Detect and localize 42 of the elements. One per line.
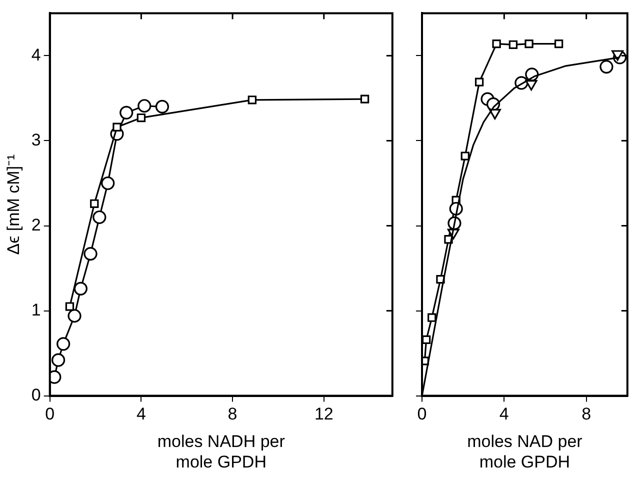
point: [508, 40, 518, 49]
point: [92, 210, 106, 224]
point: [600, 60, 614, 74]
point: [136, 113, 146, 122]
point: [155, 100, 170, 114]
point: [74, 282, 88, 296]
x-tick-label: 12: [314, 404, 334, 424]
y-tick-label: 3: [31, 130, 41, 150]
x-tick-label: 4: [499, 404, 509, 424]
x-axis-title: moles NAD per mole GPDH: [467, 432, 583, 472]
point: [428, 313, 436, 322]
x-tick-label: 4: [136, 404, 146, 424]
point: [612, 50, 624, 61]
point: [56, 337, 70, 351]
y-tick-label: 0: [31, 385, 41, 404]
point: [554, 39, 564, 48]
x-tick-label: 8: [228, 404, 238, 424]
y-axis-title: Δϵ [mM cM]⁻¹: [4, 154, 23, 255]
point: [524, 39, 534, 48]
y-tick-label: 2: [31, 215, 41, 234]
point: [474, 78, 484, 86]
x-tick-label: 0: [45, 404, 55, 424]
point: [65, 302, 74, 311]
point: [248, 96, 257, 104]
point: [360, 94, 370, 104]
point: [120, 106, 134, 120]
x-tick-label: 0: [417, 404, 427, 424]
point: [84, 247, 98, 261]
point: [492, 39, 501, 48]
y-tick-label: 4: [31, 45, 41, 64]
point: [68, 309, 82, 323]
point: [488, 108, 501, 120]
point: [101, 176, 115, 190]
point: [52, 353, 66, 367]
x-tick-label: 8: [582, 404, 592, 424]
x-axis-title: moles NADH per mole GPDH: [157, 432, 286, 472]
point: [525, 80, 538, 91]
y-tick-label: 1: [31, 300, 41, 320]
point: [460, 152, 470, 160]
point: [138, 99, 152, 113]
point: [90, 199, 99, 208]
point: [112, 122, 122, 132]
